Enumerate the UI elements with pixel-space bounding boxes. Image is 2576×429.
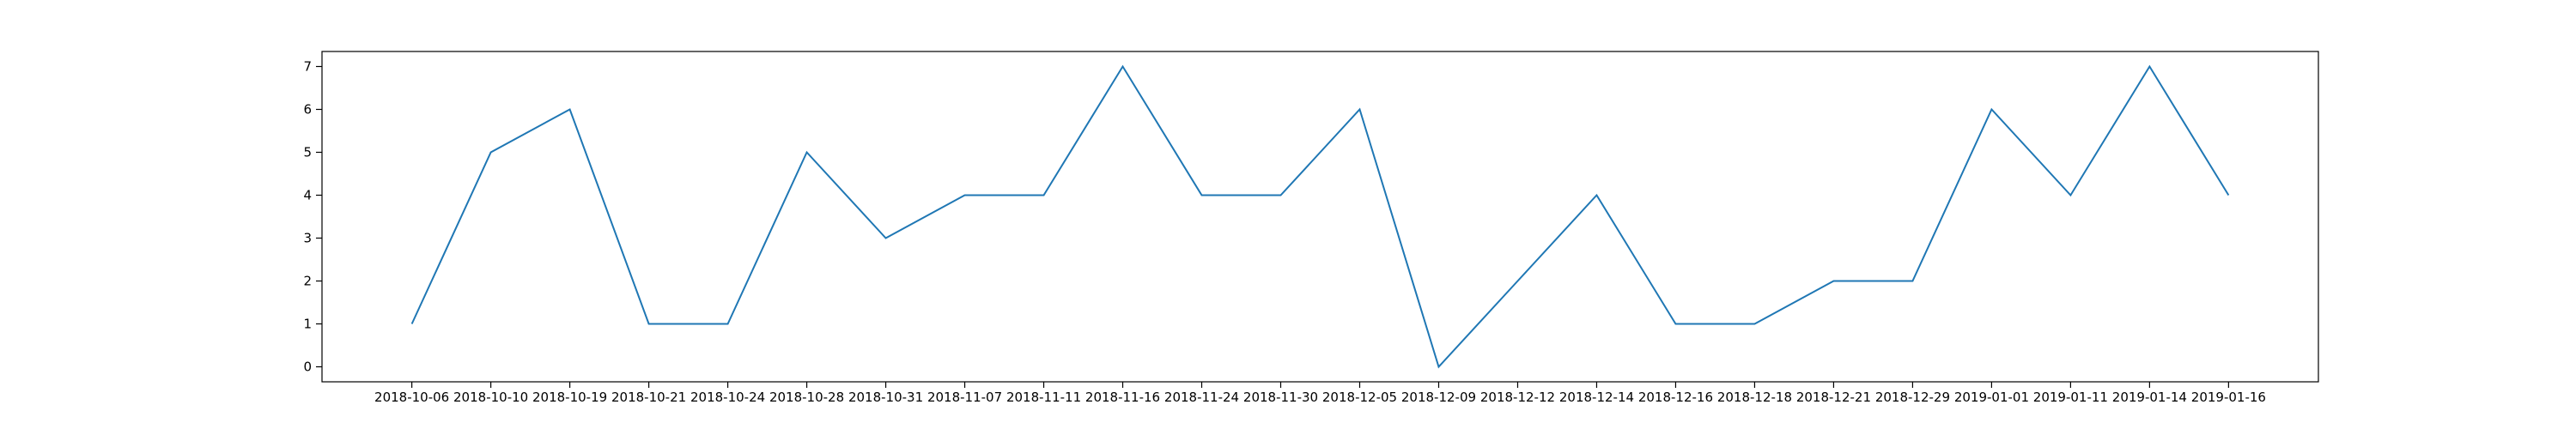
x-tick-label-23: 2019-01-16 [2191,390,2266,405]
series-line-0 [410,64,2230,369]
x-tick-label-19: 2018-12-29 [1875,390,1950,405]
x-tick-label-0: 2018-10-06 [374,390,449,405]
y-tick-label-5: 5 [303,145,312,160]
x-tick-label-8: 2018-11-11 [1006,390,1081,405]
x-tick-label-15: 2018-12-14 [1559,390,1634,405]
series-layer [410,64,2230,369]
y-tick-label-2: 2 [303,274,312,289]
x-tick-label-2: 2018-10-19 [532,390,607,405]
x-tick-label-17: 2018-12-18 [1717,390,1792,405]
x-tick-label-6: 2018-10-31 [848,390,923,405]
y-axis: 0 1 2 3 4 5 6 7 [303,59,322,375]
x-tick-label-11: 2018-11-30 [1243,390,1318,405]
x-tick-label-9: 2018-11-16 [1085,390,1160,405]
x-tick-label-3: 2018-10-21 [611,390,686,405]
x-tick-label-20: 2019-01-01 [1954,390,2029,405]
x-tick-label-18: 2018-12-21 [1796,390,1871,405]
x-tick-label-14: 2018-12-12 [1480,390,1555,405]
y-tick-label-1: 1 [303,317,312,332]
y-tick-label-0: 0 [303,360,312,375]
x-tick-label-10: 2018-11-24 [1164,390,1239,405]
x-tick-label-1: 2018-10-10 [453,390,528,405]
x-axis: 2018-10-06 2018-10-10 2018-10-19 2018-10-21… [374,382,2266,405]
y-tick-label-3: 3 [303,231,312,246]
x-tick-label-5: 2018-10-28 [769,390,844,405]
x-tick-label-4: 2018-10-24 [690,390,765,405]
y-tick-label-6: 6 [303,102,312,118]
x-tick-label-22: 2019-01-14 [2112,390,2187,405]
plot-area [321,51,2319,383]
y-tick-label-4: 4 [303,188,312,203]
x-tick-label-16: 2018-12-16 [1638,390,1713,405]
y-tick-label-7: 7 [303,59,312,75]
x-tick-label-13: 2018-12-09 [1401,390,1476,405]
x-tick-label-12: 2018-12-05 [1322,390,1397,405]
x-tick-label-7: 2018-11-07 [927,390,1002,405]
x-tick-label-21: 2019-01-11 [2033,390,2108,405]
